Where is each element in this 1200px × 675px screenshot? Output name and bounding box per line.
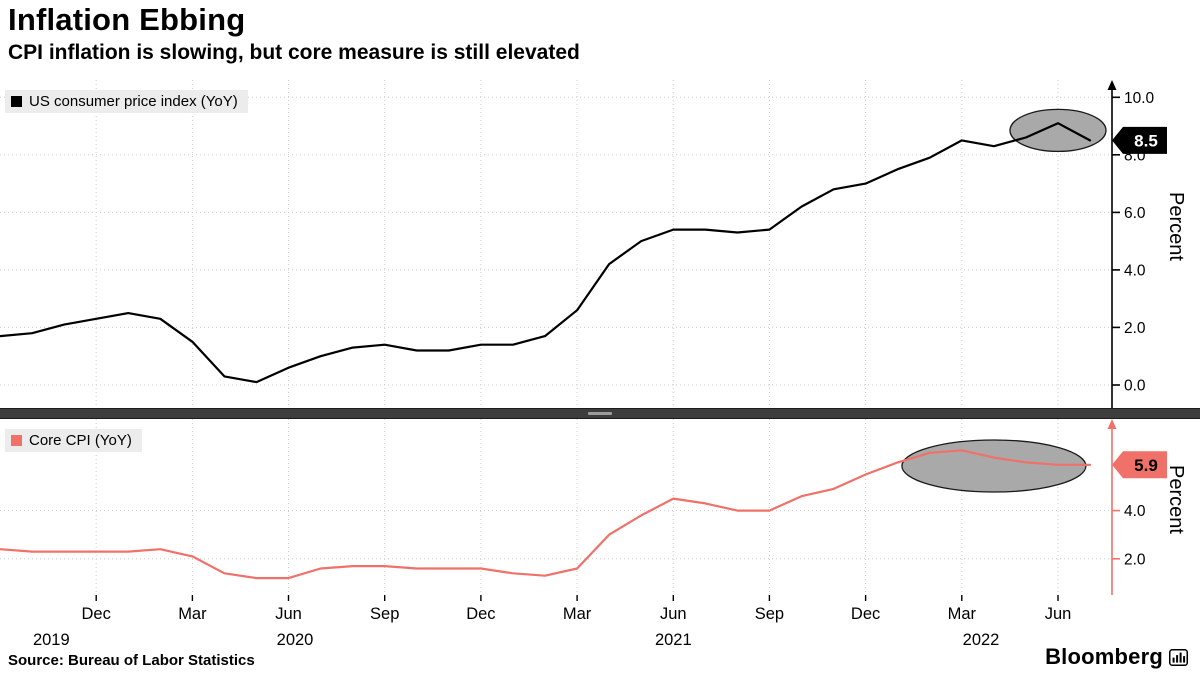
y-tick-label: 2.0 <box>1124 551 1146 568</box>
core-cpi-legend-label: Core CPI (YoY) <box>29 432 132 449</box>
x-year-label: 2020 <box>277 631 314 649</box>
divider-grip-icon[interactable] <box>588 412 612 415</box>
page-title: Inflation Ebbing <box>8 2 246 37</box>
x-tick-label: Mar <box>948 605 977 623</box>
y-tick-label: 10.0 <box>1124 90 1155 107</box>
last-value-badge <box>1112 451 1167 479</box>
cpi-legend-label: US consumer price index (YoY) <box>29 93 238 110</box>
chart-header: Inflation Ebbing CPI inflation is slowin… <box>8 2 580 65</box>
x-axis: Dec Mar Jun Sep Dec Mar Jun Sep Dec Mar Jun 2019 202… <box>33 595 1072 649</box>
cpi-legend-swatch-icon <box>11 96 22 107</box>
last-value-label: 5.9 <box>1134 456 1158 475</box>
x-tick-label: Mar <box>178 605 207 623</box>
core-cpi-legend-swatch-icon <box>11 435 22 446</box>
x-tick-label: Dec <box>466 605 495 623</box>
x-tick-label: Dec <box>82 605 111 623</box>
cpi-chart-panel: 0.02.04.06.08.010.08.5 <box>0 80 1167 408</box>
x-tick-label: Sep <box>755 605 784 623</box>
panel-divider[interactable] <box>0 408 1200 419</box>
x-tick-label: Jun <box>1045 605 1072 623</box>
bloomberg-wordmark: Bloomberg <box>1045 644 1163 669</box>
x-year-label: 2021 <box>655 631 692 649</box>
x-year-label: 2022 <box>963 631 1000 649</box>
page-subtitle: CPI inflation is slowing, but core measu… <box>8 41 580 64</box>
y-tick-label: 6.0 <box>1124 205 1146 222</box>
x-tick-label: Sep <box>370 605 399 623</box>
last-value-label: 8.5 <box>1134 131 1158 150</box>
x-tick-label: Mar <box>563 605 592 623</box>
x-year-label: 2019 <box>33 631 70 649</box>
highlight-ellipse <box>1009 108 1107 153</box>
x-tick-label: Jun <box>275 605 302 623</box>
cpi-legend: US consumer price index (YoY) <box>5 90 248 113</box>
source-label: Source: Bureau of Labor Statistics <box>8 652 255 669</box>
core-cpi-legend: Core CPI (YoY) <box>5 429 142 452</box>
y-tick-label: 2.0 <box>1124 320 1146 337</box>
y-tick-label: 4.0 <box>1124 262 1146 279</box>
x-tick-label: Jun <box>660 605 687 623</box>
highlight-ellipse <box>901 439 1087 493</box>
series-line <box>0 122 1092 384</box>
bloomberg-terminal-icon <box>1169 648 1188 666</box>
y-axis-arrow-icon <box>1107 419 1117 429</box>
core-cpi-y-axis-title: Percent <box>1165 465 1187 534</box>
series-line <box>0 449 1092 580</box>
y-tick-label: 4.0 <box>1124 503 1146 520</box>
bloomberg-logo: Bloomberg <box>1045 644 1188 670</box>
last-value-badge <box>1112 126 1167 154</box>
cpi-y-axis-title: Percent <box>1165 192 1187 261</box>
core-cpi-chart-panel: 2.0 4.0 5.9 <box>0 419 1167 595</box>
x-tick-label: Dec <box>851 605 880 623</box>
y-axis-arrow-icon <box>1107 80 1117 90</box>
y-tick-label: 0.0 <box>1124 378 1146 395</box>
